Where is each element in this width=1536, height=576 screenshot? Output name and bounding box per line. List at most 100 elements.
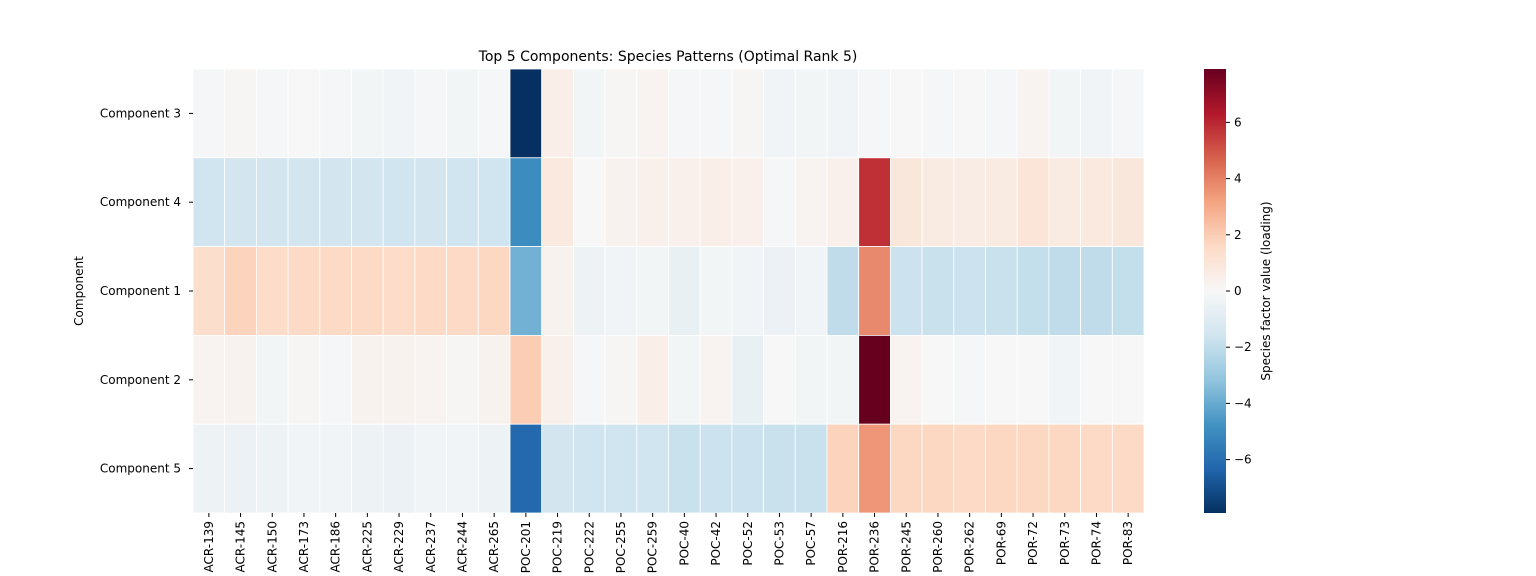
heatmap-cell [319, 246, 352, 336]
heatmap-cell [287, 68, 321, 159]
heatmap-cell [319, 423, 352, 514]
heatmap-cell [573, 334, 606, 425]
heatmap-cell [953, 157, 986, 248]
heatmap-cell [763, 68, 796, 159]
heatmap-cell [446, 68, 479, 159]
heatmap-cell [351, 157, 384, 248]
x-tick-label: ACR-150 [265, 521, 279, 572]
x-tick-label: ACR-139 [202, 521, 216, 572]
y-axis-label: Component [72, 256, 86, 326]
heatmap-cell [731, 68, 765, 159]
heatmap-cell [858, 423, 891, 514]
x-tick-label: ACR-244 [455, 521, 469, 572]
heatmap-cell [668, 246, 701, 336]
heatmap-cell [985, 423, 1018, 514]
heatmap-cell [1080, 423, 1113, 514]
x-tick-label: POC-222 [582, 521, 596, 573]
colorbar-tick-label: 6 [1234, 115, 1242, 129]
x-tick-label: POR-216 [836, 521, 850, 573]
x-tick-label: ACR-229 [392, 521, 406, 572]
heatmap-cell [224, 68, 257, 159]
heatmap-cell [604, 334, 638, 425]
x-tick-label: POR-260 [931, 521, 945, 573]
x-tick-label: POC-57 [804, 521, 818, 566]
heatmap-cell [1016, 68, 1050, 159]
heatmap-cell [668, 334, 701, 425]
heatmap-cell [541, 246, 574, 336]
heatmap-cell [985, 157, 1018, 248]
heatmap-cell [921, 334, 955, 425]
heatmap-cell [224, 423, 257, 514]
heatmap-cell [414, 423, 447, 514]
heatmap-cell [509, 68, 543, 159]
heatmap-cell [477, 423, 511, 514]
heatmap-cell [414, 246, 447, 336]
colorbar [1204, 69, 1226, 513]
x-tick-label: POC-53 [772, 521, 786, 566]
heatmap-cell [1080, 68, 1113, 159]
heatmap-cell [985, 68, 1018, 159]
heatmap-cell [446, 246, 479, 336]
heatmap-cell [668, 157, 701, 248]
heatmap-cell [351, 423, 384, 514]
heatmap-cell [1080, 334, 1113, 425]
x-tick-label: ACR-237 [424, 521, 438, 572]
heatmap-cell [382, 246, 416, 336]
heatmap-cell [477, 246, 511, 336]
heatmap-cell [573, 68, 606, 159]
colorbar-tick-label: −6 [1234, 453, 1252, 467]
heatmap-cell [1111, 334, 1145, 425]
heatmap-cell [794, 68, 828, 159]
heatmap-cell [509, 334, 543, 425]
heatmap-cell [636, 246, 669, 336]
heatmap-cell [794, 246, 828, 336]
heatmap-cell [953, 68, 986, 159]
heatmap-cell [858, 157, 891, 248]
heatmap-cell [921, 68, 955, 159]
heatmap-cell [890, 423, 923, 514]
heatmap-cell [382, 157, 416, 248]
heatmap-cell [731, 423, 765, 514]
x-tick-label: ACR-173 [297, 521, 311, 572]
x-tick-label: POC-52 [741, 521, 755, 566]
heatmap-cell [541, 157, 574, 248]
heatmap-cell [477, 334, 511, 425]
x-tick-label: ACR-265 [487, 521, 501, 572]
x-tick-label: ACR-186 [329, 521, 343, 572]
heatmap-cell [1016, 334, 1050, 425]
y-tick-label: Component 1 [100, 284, 181, 298]
heatmap-cell [382, 68, 416, 159]
heatmap-cell [890, 68, 923, 159]
heatmap-cell [794, 334, 828, 425]
heatmap-cell [763, 157, 796, 248]
heatmap-cell [319, 68, 352, 159]
heatmap-cell [192, 246, 226, 336]
heatmap-cell [668, 423, 701, 514]
heatmap-cell [699, 423, 733, 514]
x-tick-label: ACR-225 [360, 521, 374, 572]
heatmap-cell [382, 423, 416, 514]
heatmap-cell [636, 423, 669, 514]
heatmap-cell [1111, 246, 1145, 336]
heatmap-cell [794, 157, 828, 248]
heatmap-cell [287, 246, 321, 336]
heatmap-cell [509, 157, 543, 248]
x-tick-label: POC-255 [614, 521, 628, 573]
heatmap-cell [731, 334, 765, 425]
heatmap-cell [1080, 157, 1113, 248]
heatmap-cell [1016, 157, 1050, 248]
heatmap-cell [826, 157, 860, 248]
heatmap-cell [541, 68, 574, 159]
heatmap-cell [699, 68, 733, 159]
heatmap-cell [351, 246, 384, 336]
x-tick-label: POC-201 [519, 521, 533, 573]
heatmap-cell [1048, 246, 1082, 336]
heatmap-cell [921, 157, 955, 248]
heatmap-cell [731, 246, 765, 336]
heatmap-cell [763, 246, 796, 336]
heatmap-cell [192, 157, 226, 248]
heatmap-cell [477, 157, 511, 248]
heatmap-cell [541, 334, 574, 425]
heatmap-cell [636, 68, 669, 159]
heatmap-cell [604, 423, 638, 514]
